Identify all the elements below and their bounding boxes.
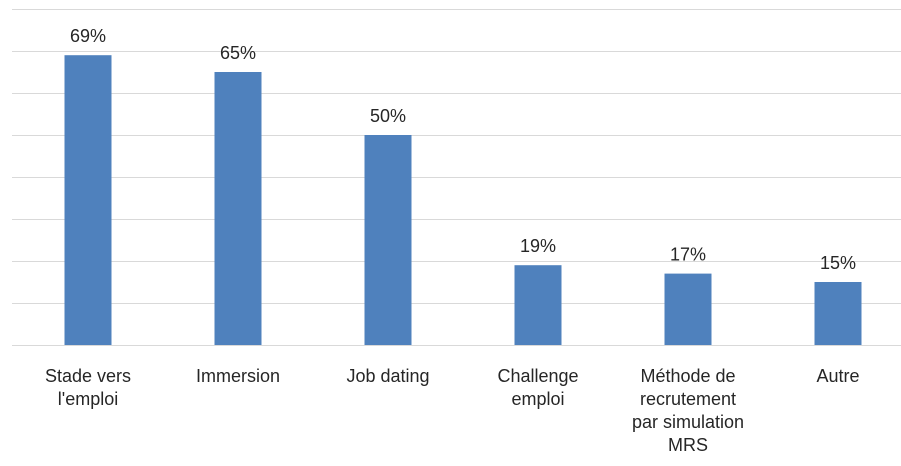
category-label: Challenge emploi	[497, 366, 578, 409]
category-label-line: recrutement	[640, 389, 736, 409]
data-label: 19%	[520, 236, 556, 256]
category-label: Job dating	[346, 366, 429, 386]
category-label-line: par simulation	[632, 412, 744, 432]
gridlines	[12, 9, 901, 346]
bar	[364, 135, 412, 345]
category-label-line: MRS	[668, 435, 708, 455]
category-label: Autre	[816, 366, 859, 386]
category-label-line: Stade vers	[45, 366, 131, 386]
data-labels: 69% 65% 50% 19% 17% 15%	[70, 26, 856, 273]
data-label: 50%	[370, 106, 406, 126]
category-labels: Stade vers l'emploi Immersion Job dating Cha…	[45, 366, 860, 455]
category-label-line: Job dating	[346, 366, 429, 386]
bar	[814, 282, 862, 345]
category-label: Stade vers l'emploi	[45, 366, 131, 409]
bar	[514, 265, 562, 345]
category-label-line: Autre	[816, 366, 859, 386]
data-label: 65%	[220, 43, 256, 63]
bar	[664, 273, 712, 345]
category-label-line: Immersion	[196, 366, 280, 386]
data-label: 69%	[70, 26, 106, 46]
bar	[214, 72, 262, 345]
category-label: Méthode de recrutement par simulation MRS	[632, 366, 744, 455]
category-label: Immersion	[196, 366, 280, 386]
category-label-line: l'emploi	[58, 389, 118, 409]
category-label-line: Méthode de	[640, 366, 735, 386]
bars	[64, 55, 862, 345]
category-label-line: Challenge	[497, 366, 578, 386]
category-label-line: emploi	[511, 389, 564, 409]
bar	[64, 55, 112, 345]
data-label: 17%	[670, 245, 706, 265]
data-label: 15%	[820, 253, 856, 273]
